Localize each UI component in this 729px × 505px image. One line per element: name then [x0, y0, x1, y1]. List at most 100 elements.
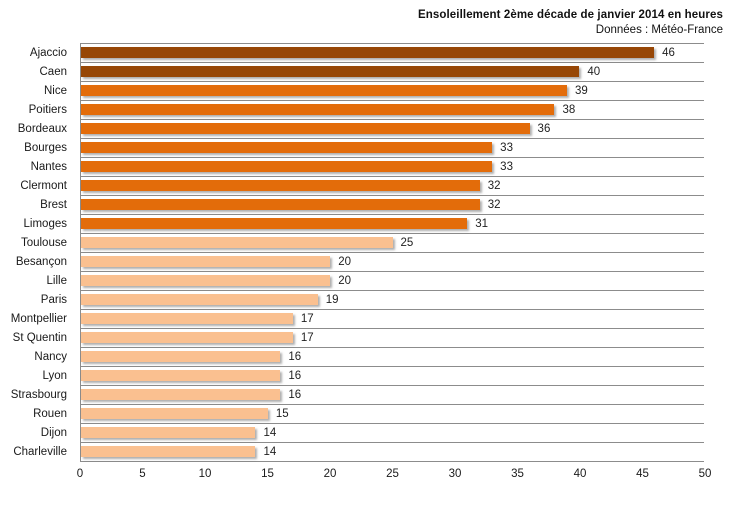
bar-value-label: 16 — [288, 370, 302, 382]
bar — [81, 161, 493, 172]
bar — [81, 104, 555, 115]
chart-title-block: Ensoleillement 2ème décade de janvier 20… — [418, 7, 723, 38]
bar-value-label: 31 — [475, 218, 489, 230]
x-axis-tick-label: 10 — [198, 468, 212, 480]
bar — [81, 66, 580, 77]
x-axis-tick-label: 25 — [386, 468, 399, 480]
chart-row: 32 — [81, 177, 704, 196]
bar — [81, 218, 468, 229]
category-label: Lyon — [42, 370, 67, 382]
category-label: Besançon — [15, 256, 67, 268]
x-axis-tick-label: 20 — [323, 468, 337, 480]
chart-title: Ensoleillement 2ème décade de janvier 20… — [418, 9, 723, 21]
bar — [81, 370, 281, 381]
category-label: St Quentin — [12, 332, 67, 344]
chart-row: 16 — [81, 367, 704, 386]
category-label: Charleville — [13, 446, 67, 458]
category-label: Ajaccio — [29, 47, 67, 59]
x-axis-tick-label: 35 — [511, 468, 524, 480]
bar-value-label: 19 — [325, 294, 339, 306]
chart-row: 17 — [81, 329, 704, 348]
chart-row: 20 — [81, 272, 704, 291]
chart-row: 17 — [81, 310, 704, 329]
bar — [81, 446, 256, 457]
x-axis-tick-label: 0 — [76, 468, 84, 480]
bar-value-label: 17 — [300, 313, 314, 325]
bar — [81, 180, 480, 191]
chart-row: 15 — [81, 405, 704, 424]
bar-value-label: 16 — [288, 389, 302, 401]
category-label: Caen — [39, 66, 68, 78]
chart-row: 14 — [81, 443, 704, 462]
bar — [81, 294, 318, 305]
bar — [81, 47, 655, 58]
chart-row: 33 — [81, 158, 704, 177]
bar — [81, 123, 530, 134]
chart-row: 31 — [81, 215, 704, 234]
category-label: Rouen — [33, 408, 67, 420]
chart-row: 36 — [81, 120, 704, 139]
category-label: Strasbourg — [10, 389, 67, 401]
chart-row: 20 — [81, 253, 704, 272]
category-label: Lille — [46, 275, 67, 287]
bar — [81, 408, 268, 419]
category-label: Bordeaux — [17, 123, 67, 135]
chart-row: 25 — [81, 234, 704, 253]
bar-value-label: 39 — [574, 85, 588, 97]
category-label: Bourges — [24, 142, 67, 154]
bar — [81, 313, 293, 324]
bar — [81, 427, 256, 438]
bar-value-label: 46 — [662, 47, 675, 59]
category-label: Toulouse — [20, 237, 67, 249]
category-label: Montpellier — [10, 313, 67, 325]
bar-value-label: 14 — [263, 427, 277, 439]
category-label: Brest — [40, 199, 67, 211]
x-axis: 0 5 10 15 20 25 30 35 40 45 50 — [77, 468, 712, 484]
chart-row: 38 — [81, 101, 704, 120]
bar-value-label: 20 — [338, 256, 351, 268]
bar — [81, 389, 281, 400]
x-axis-tick-label: 15 — [261, 468, 274, 480]
x-axis-tick-label: 50 — [698, 468, 712, 480]
bar — [81, 275, 331, 286]
bar-value-label: 33 — [500, 161, 513, 173]
bar-value-label: 15 — [275, 408, 289, 420]
x-axis-tick-label: 45 — [636, 468, 649, 480]
bar-value-label: 16 — [288, 351, 302, 363]
bar — [81, 237, 393, 248]
bar-value-label: 36 — [537, 123, 551, 135]
bar — [81, 332, 293, 343]
bar-value-label: 17 — [300, 332, 314, 344]
chart-row: 19 — [81, 291, 704, 310]
category-label: Paris — [40, 294, 67, 306]
bar — [81, 351, 281, 362]
bar — [81, 142, 493, 153]
bar-value-label: 14 — [263, 446, 277, 458]
x-axis-tick-label: 30 — [448, 468, 462, 480]
x-axis-tick-label: 5 — [139, 468, 146, 480]
category-label: Poitiers — [28, 104, 67, 116]
bar-value-label: 25 — [400, 237, 414, 249]
x-axis-tick-label: 40 — [573, 468, 587, 480]
chart-row: 16 — [81, 348, 704, 367]
chart-row: 46 — [81, 44, 704, 63]
category-label: Clermont — [20, 180, 67, 192]
bar-value-label: 40 — [587, 66, 601, 78]
chart-row: 16 — [81, 386, 704, 405]
bar-value-label: 38 — [562, 104, 576, 116]
chart-subtitle: Données : Météo-France — [595, 24, 723, 36]
category-label: Dijon — [40, 427, 67, 439]
bar — [81, 199, 480, 210]
chart-row: 40 — [81, 63, 704, 82]
category-label: Nancy — [34, 351, 67, 363]
chart-row: 14 — [81, 424, 704, 443]
bar-value-label: 20 — [338, 275, 351, 287]
category-label: Nantes — [30, 161, 67, 173]
category-label: Nice — [43, 85, 67, 97]
plot-area: 46 40 39 38 36 33 33 32 32 31 25 20 20 19 17 17 16 16 16 15… — [80, 43, 704, 462]
category-label: Limoges — [23, 218, 67, 230]
bar-value-label: 32 — [487, 180, 501, 192]
chart-row: 33 — [81, 139, 704, 158]
bar — [81, 85, 567, 96]
